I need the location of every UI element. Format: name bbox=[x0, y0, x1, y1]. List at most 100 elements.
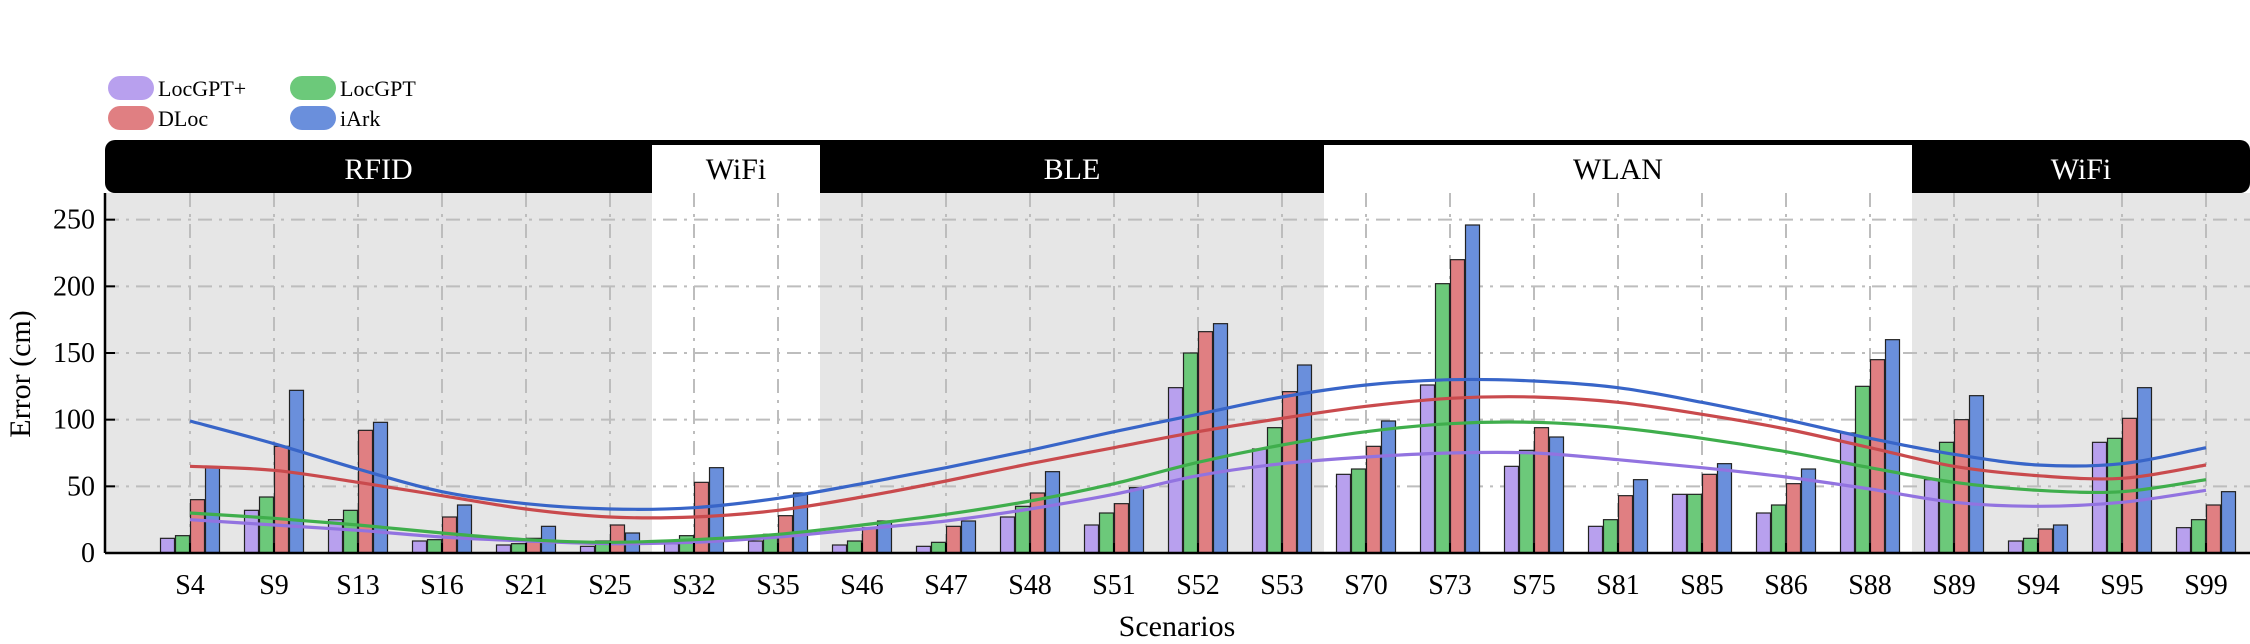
bar-DLoc-S86 bbox=[1785, 483, 1802, 554]
bar-LocGPT+-S94 bbox=[2007, 540, 2024, 554]
bar-LocGPT-S95 bbox=[2106, 437, 2123, 554]
bar-DLoc-S13 bbox=[357, 429, 374, 554]
x-tick-label-S35: S35 bbox=[756, 570, 800, 601]
bar-LocGPT-S89 bbox=[1938, 441, 1955, 554]
band-header-bar bbox=[105, 140, 2250, 193]
band-label-2: BLE bbox=[1044, 153, 1101, 186]
x-tick-label-S9: S9 bbox=[259, 570, 289, 601]
band-label-4: WiFi bbox=[2051, 153, 2111, 186]
trend-line-DLoc bbox=[189, 395, 2207, 520]
bar-LocGPT-S75 bbox=[1518, 449, 1535, 554]
bar-LocGPT+-S99 bbox=[2175, 527, 2192, 554]
bar-DLoc-S70 bbox=[1365, 445, 1382, 554]
legend-swatch-LocGPT+ bbox=[108, 76, 154, 100]
bar-LocGPT-S51 bbox=[1098, 512, 1115, 554]
x-tick-label-S85: S85 bbox=[1680, 570, 1724, 601]
bar-DLoc-S81 bbox=[1617, 495, 1634, 554]
bar-LocGPT-S88 bbox=[1854, 385, 1871, 554]
legend-swatch-DLoc bbox=[108, 106, 154, 130]
bar-LocGPT-S48 bbox=[1014, 505, 1031, 554]
x-tick-label-S89: S89 bbox=[1932, 570, 1976, 601]
bar-LocGPT+-S89 bbox=[1923, 479, 1940, 554]
bar-LocGPT-S81 bbox=[1602, 519, 1619, 554]
legend-label-iArk: iArk bbox=[340, 106, 380, 131]
bar-LocGPT+-S70 bbox=[1335, 473, 1352, 554]
bar-LocGPT-S99 bbox=[2190, 519, 2207, 554]
x-tick-label-S52: S52 bbox=[1176, 570, 1220, 601]
x-tick-label-S51: S51 bbox=[1092, 570, 1136, 601]
legend-label-LocGPT: LocGPT bbox=[340, 76, 416, 101]
legend: LocGPT+ LocGPT DLoc iArk bbox=[108, 76, 416, 131]
bar-iArk-S16 bbox=[456, 504, 473, 554]
x-tick-label-S25: S25 bbox=[588, 570, 632, 601]
axes: 0 50 100 150 200 250 S4 S9 S13 S16 S21 S25 S32 S35 S46… bbox=[53, 193, 2250, 601]
bar-DLoc-S89 bbox=[1953, 419, 1970, 554]
band-label-3: WLAN bbox=[1573, 153, 1663, 186]
band-bg-2 bbox=[820, 193, 1324, 553]
legend-swatch-LocGPT bbox=[290, 76, 336, 100]
band-label-0: RFID bbox=[344, 153, 412, 186]
bar-iArk-S4 bbox=[204, 467, 221, 554]
x-tick-label-S13: S13 bbox=[336, 570, 380, 601]
bar-iArk-S51 bbox=[1128, 487, 1145, 554]
bar-LocGPT+-S16 bbox=[411, 540, 428, 554]
bar-DLoc-S75 bbox=[1533, 427, 1550, 554]
x-tick-label-S94: S94 bbox=[2016, 570, 2060, 601]
bar-DLoc-S94 bbox=[2037, 528, 2054, 554]
x-tick-label-S4: S4 bbox=[175, 570, 205, 601]
x-tick-label-S16: S16 bbox=[420, 570, 464, 601]
bar-iArk-S99 bbox=[2220, 491, 2237, 554]
x-tick-label-S48: S48 bbox=[1008, 570, 1052, 601]
bar-iArk-S85 bbox=[1716, 463, 1733, 554]
bar-DLoc-S25 bbox=[609, 524, 626, 554]
band-bg-1 bbox=[652, 193, 820, 553]
trend-lines bbox=[189, 377, 2207, 546]
bar-LocGPT+-S4 bbox=[159, 537, 176, 554]
x-tick-label-S32: S32 bbox=[672, 570, 716, 601]
trend-line-LocGPT bbox=[189, 420, 2207, 544]
bar-LocGPT+-S86 bbox=[1755, 512, 1772, 554]
bar-LocGPT-S73 bbox=[1434, 283, 1451, 554]
x-tick-label-S46: S46 bbox=[840, 570, 884, 601]
bar-iArk-S47 bbox=[960, 520, 977, 554]
bar-DLoc-S46 bbox=[861, 527, 878, 554]
bar-DLoc-S47 bbox=[945, 525, 962, 554]
y-tick-label: 0 bbox=[81, 538, 95, 569]
technology-band-headers: RFID WiFi BLE WLAN WiFi bbox=[105, 140, 2250, 193]
x-axis-title: Scenarios bbox=[1119, 610, 1236, 643]
x-tick-label-S70: S70 bbox=[1344, 570, 1388, 601]
bar-iArk-S94 bbox=[2052, 524, 2069, 554]
x-tick-label-S21: S21 bbox=[504, 570, 548, 601]
x-tick-label-S75: S75 bbox=[1512, 570, 1556, 601]
bar-DLoc-S51 bbox=[1113, 503, 1130, 554]
band-header-cell-1 bbox=[652, 145, 820, 193]
bar-LocGPT-S21 bbox=[510, 543, 527, 554]
x-tick-label-S88: S88 bbox=[1848, 570, 1892, 601]
bar-DLoc-S4 bbox=[189, 499, 206, 554]
bar-LocGPT-S46 bbox=[846, 540, 863, 554]
x-tick-label-S99: S99 bbox=[2184, 570, 2228, 601]
band-header-cell-3 bbox=[1324, 145, 1912, 193]
x-tick-label-S81: S81 bbox=[1596, 570, 1640, 601]
bar-LocGPT+-S88 bbox=[1839, 432, 1856, 554]
bar-DLoc-S95 bbox=[2121, 417, 2138, 554]
x-tick-label-S53: S53 bbox=[1260, 570, 1304, 601]
bar-DLoc-S99 bbox=[2205, 504, 2222, 554]
bar-iArk-S81 bbox=[1632, 479, 1649, 554]
trend-line-iArk bbox=[189, 377, 2207, 511]
y-tick-label: 50 bbox=[67, 471, 95, 502]
bar-LocGPT-S86 bbox=[1770, 504, 1787, 554]
bar-LocGPT+-S51 bbox=[1083, 524, 1100, 554]
x-tick-label-S73: S73 bbox=[1428, 570, 1472, 601]
y-tick-label: 150 bbox=[53, 338, 95, 369]
bar-LocGPT+-S48 bbox=[999, 516, 1016, 554]
y-tick-label: 100 bbox=[53, 405, 95, 436]
bar-LocGPT+-S81 bbox=[1587, 525, 1604, 554]
bar-DLoc-S88 bbox=[1869, 359, 1886, 554]
bar-iArk-S95 bbox=[2136, 387, 2153, 554]
legend-label-DLoc: DLoc bbox=[158, 106, 208, 131]
bar-DLoc-S73 bbox=[1449, 259, 1466, 554]
bar-LocGPT+-S35 bbox=[747, 540, 764, 554]
bar-LocGPT+-S95 bbox=[2091, 441, 2108, 554]
